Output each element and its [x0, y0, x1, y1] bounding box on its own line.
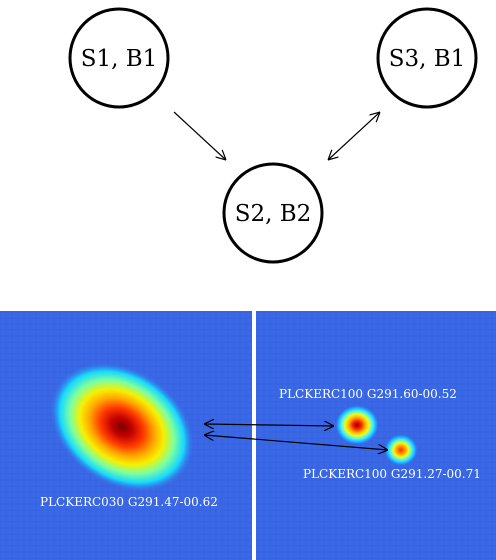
right-source-b-label: PLCKERC100 G291.27-00.71	[303, 467, 481, 481]
node-s3-b1-label: S3, B1	[389, 46, 466, 72]
association-arrow-source-b	[204, 435, 388, 450]
node-s2-b2-label: S2, B2	[235, 201, 312, 227]
node-s2-b2: S2, B2	[222, 162, 324, 264]
node-s3-b1: S3, B1	[376, 7, 478, 109]
left-source-label: PLCKERC030 G291.47-00.62	[40, 495, 218, 509]
node-s1-b1: S1, B1	[68, 7, 170, 109]
node-s1-b1-label: S1, B1	[81, 46, 158, 72]
left-map-panel: PLCKERC030 G291.47-00.62	[0, 311, 252, 560]
right-source-b-blob	[384, 434, 418, 466]
edge-s2-s3-double-arrow	[328, 112, 380, 160]
panel-divider	[252, 311, 256, 560]
right-map-panel: PLCKERC100 G291.60-00.52 PLCKERC100 G291…	[256, 311, 496, 560]
left-source-blob	[49, 362, 195, 492]
map-panels: PLCKERC030 G291.47-00.62 PLCKERC100 G291…	[0, 311, 496, 560]
right-source-a-label: PLCKERC100 G291.60-00.52	[279, 387, 457, 401]
right-source-a-blob	[335, 405, 379, 445]
edge-s1-to-s2-arrow	[173, 111, 226, 160]
state-diagram: S1, B1 S3, B1 S2, B2	[68, 7, 478, 264]
association-arrow-source-a	[204, 424, 334, 426]
